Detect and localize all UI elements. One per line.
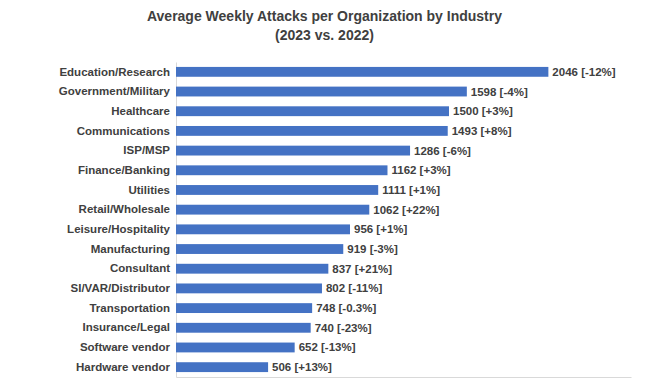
y-tick-label: Hardware vendor <box>76 361 170 373</box>
x-axis-line <box>177 377 632 378</box>
y-tick: Insurance/Legal <box>82 321 176 333</box>
y-tick: Healthcare <box>111 105 176 117</box>
y-tick-label: Leisure/Hospitality <box>67 223 170 235</box>
bar <box>176 283 322 293</box>
y-tick-label: Government/Military <box>59 85 171 97</box>
data-label: 748 [-0.3%] <box>316 302 376 314</box>
y-tick: Transportation <box>89 302 176 314</box>
bar <box>176 165 387 175</box>
y-tick: Education/Research <box>59 66 176 78</box>
plot: Education/Research Government/Military Hea… <box>59 63 632 378</box>
y-tick: Government/Military <box>59 85 176 97</box>
y-tick: Utilities <box>128 184 176 196</box>
data-label: 919 [-3%] <box>347 243 398 255</box>
y-tick: Leisure/Hospitality <box>67 223 176 235</box>
bar <box>176 106 449 116</box>
subtitle: (2023 vs. 2022) <box>275 27 374 43</box>
y-tick: Retail/Wholesale <box>79 203 176 215</box>
y-tick-label: Software vendor <box>80 341 171 353</box>
y-tick: SI/VAR/Distributor <box>71 282 176 294</box>
data-label: 1162 [+3%] <box>391 164 450 176</box>
y-axis: Education/Research Government/Military Hea… <box>59 63 177 378</box>
bar <box>176 362 268 372</box>
y-tick-label: Retail/Wholesale <box>79 203 170 215</box>
data-label: 2046 [-12%] <box>552 66 615 78</box>
y-tick-label: Finance/Banking <box>78 164 170 176</box>
y-tick-label: ISP/MSP <box>123 144 170 156</box>
y-tick-label: Transportation <box>89 302 170 314</box>
data-labels: 2046 [-12%] 1598 [-4%] 1500 [+3%] 1493 [+8%… <box>272 66 616 373</box>
y-tick: Hardware vendor <box>76 361 176 373</box>
data-label: 506 [+13%] <box>272 361 332 373</box>
y-tick: ISP/MSP <box>123 144 176 156</box>
y-tick-label: Manufacturing <box>91 243 170 255</box>
data-label: 1493 [+8%] <box>452 125 512 137</box>
y-tick-label: Communications <box>77 125 170 137</box>
y-tick: Consultant <box>110 262 176 274</box>
data-label: 1111 [+1%] <box>382 184 440 196</box>
data-label: 740 [-23%] <box>315 322 372 334</box>
data-label: 652 [-13%] <box>299 341 356 353</box>
y-tick: Finance/Banking <box>78 164 176 176</box>
data-label: 1500 [+3%] <box>453 105 513 117</box>
bar <box>176 244 343 254</box>
data-label: 956 [+1%] <box>354 223 408 235</box>
bar <box>176 87 467 97</box>
bar <box>176 224 350 234</box>
y-tick: Communications <box>77 125 176 137</box>
data-label: 1062 [+22%] <box>373 204 439 216</box>
bar <box>176 323 311 333</box>
bar <box>176 185 378 195</box>
y-tick-label: Education/Research <box>59 66 170 78</box>
y-tick-label: Utilities <box>128 184 170 196</box>
y-tick-label: Consultant <box>110 262 170 274</box>
bar <box>176 67 548 77</box>
x-axis <box>177 377 632 378</box>
chart: Average Weekly Attacks per Organization … <box>0 0 649 387</box>
y-tick-label: Healthcare <box>111 105 170 117</box>
bar <box>176 343 295 353</box>
y-tick: Manufacturing <box>91 243 176 255</box>
data-label: 1598 [-4%] <box>471 86 528 98</box>
data-label: 837 [+21%] <box>332 263 392 275</box>
bar <box>176 126 448 136</box>
y-tick: Software vendor <box>80 341 176 353</box>
bar <box>176 146 410 156</box>
y-tick-label: SI/VAR/Distributor <box>71 282 171 294</box>
bars <box>176 67 548 372</box>
data-label: 1286 [-6%] <box>414 145 471 157</box>
data-label: 802 [-11%] <box>326 282 382 294</box>
bar <box>176 205 369 215</box>
bar <box>176 303 312 313</box>
bar <box>176 264 328 274</box>
title: Average Weekly Attacks per Organization … <box>147 8 502 24</box>
y-tick-label: Insurance/Legal <box>82 321 170 333</box>
